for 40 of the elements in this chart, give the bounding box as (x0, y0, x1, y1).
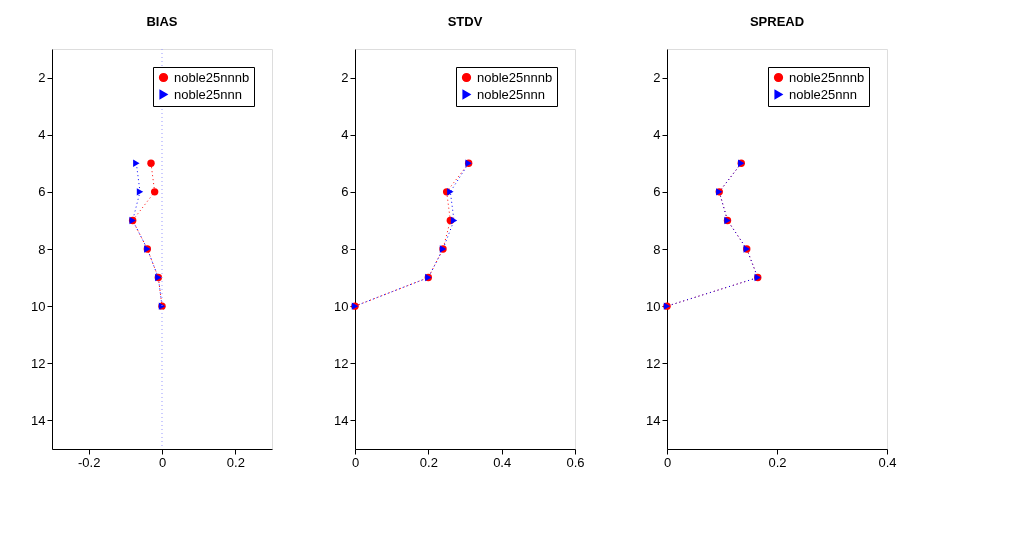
legend-label: noble25nnn (789, 86, 857, 102)
chart-title: SPREAD (749, 14, 805, 29)
legend-label: noble25nnnb (477, 69, 553, 85)
y-tick-label: 14 (31, 412, 46, 428)
y-tick-label: 10 (334, 298, 349, 314)
x-tick-label: 0.6 (566, 454, 585, 470)
y-tick-label: 14 (334, 412, 349, 428)
x-tick-label: 0.4 (878, 454, 897, 470)
chart-title: BIAS (146, 13, 178, 29)
x-tick-label: -0.2 (77, 454, 101, 470)
y-tick-label: 2 (38, 70, 46, 86)
y-tick-label: 4 (653, 127, 661, 143)
y-tick-label: 12 (646, 355, 661, 371)
y-tick-label: 6 (341, 184, 349, 200)
y-tick-label: 2 (341, 70, 349, 86)
x-tick-label: 0.4 (493, 454, 512, 470)
y-tick-label: 12 (31, 355, 46, 371)
legend-label: noble25nnnb (789, 69, 865, 85)
y-tick-label: 10 (646, 298, 661, 314)
y-tick-label: 12 (334, 355, 349, 371)
y-tick-label: 4 (341, 127, 349, 143)
y-tick-label: 6 (653, 184, 661, 200)
x-tick-label: 0 (158, 454, 167, 470)
y-tick-label: 2 (653, 70, 661, 86)
x-tick-label: 0.2 (768, 454, 787, 470)
y-tick-label: 8 (653, 241, 661, 257)
x-tick-label: 0 (351, 454, 360, 470)
x-tick-label: 0 (663, 454, 672, 470)
y-tick-label: 4 (38, 127, 46, 143)
legend-label: noble25nnnb (174, 69, 250, 85)
y-tick-label: 6 (38, 184, 46, 200)
y-tick-label: 8 (38, 241, 46, 257)
x-tick-label: 0.2 (226, 454, 245, 470)
legend-label: noble25nnn (174, 86, 242, 102)
y-tick-label: 8 (341, 241, 349, 257)
y-tick-label: 14 (646, 412, 661, 428)
x-tick-label: 0.2 (419, 454, 438, 470)
y-tick-label: 10 (31, 298, 46, 314)
legend-label: noble25nnn (477, 86, 545, 102)
chart-title: STDV (447, 14, 483, 29)
